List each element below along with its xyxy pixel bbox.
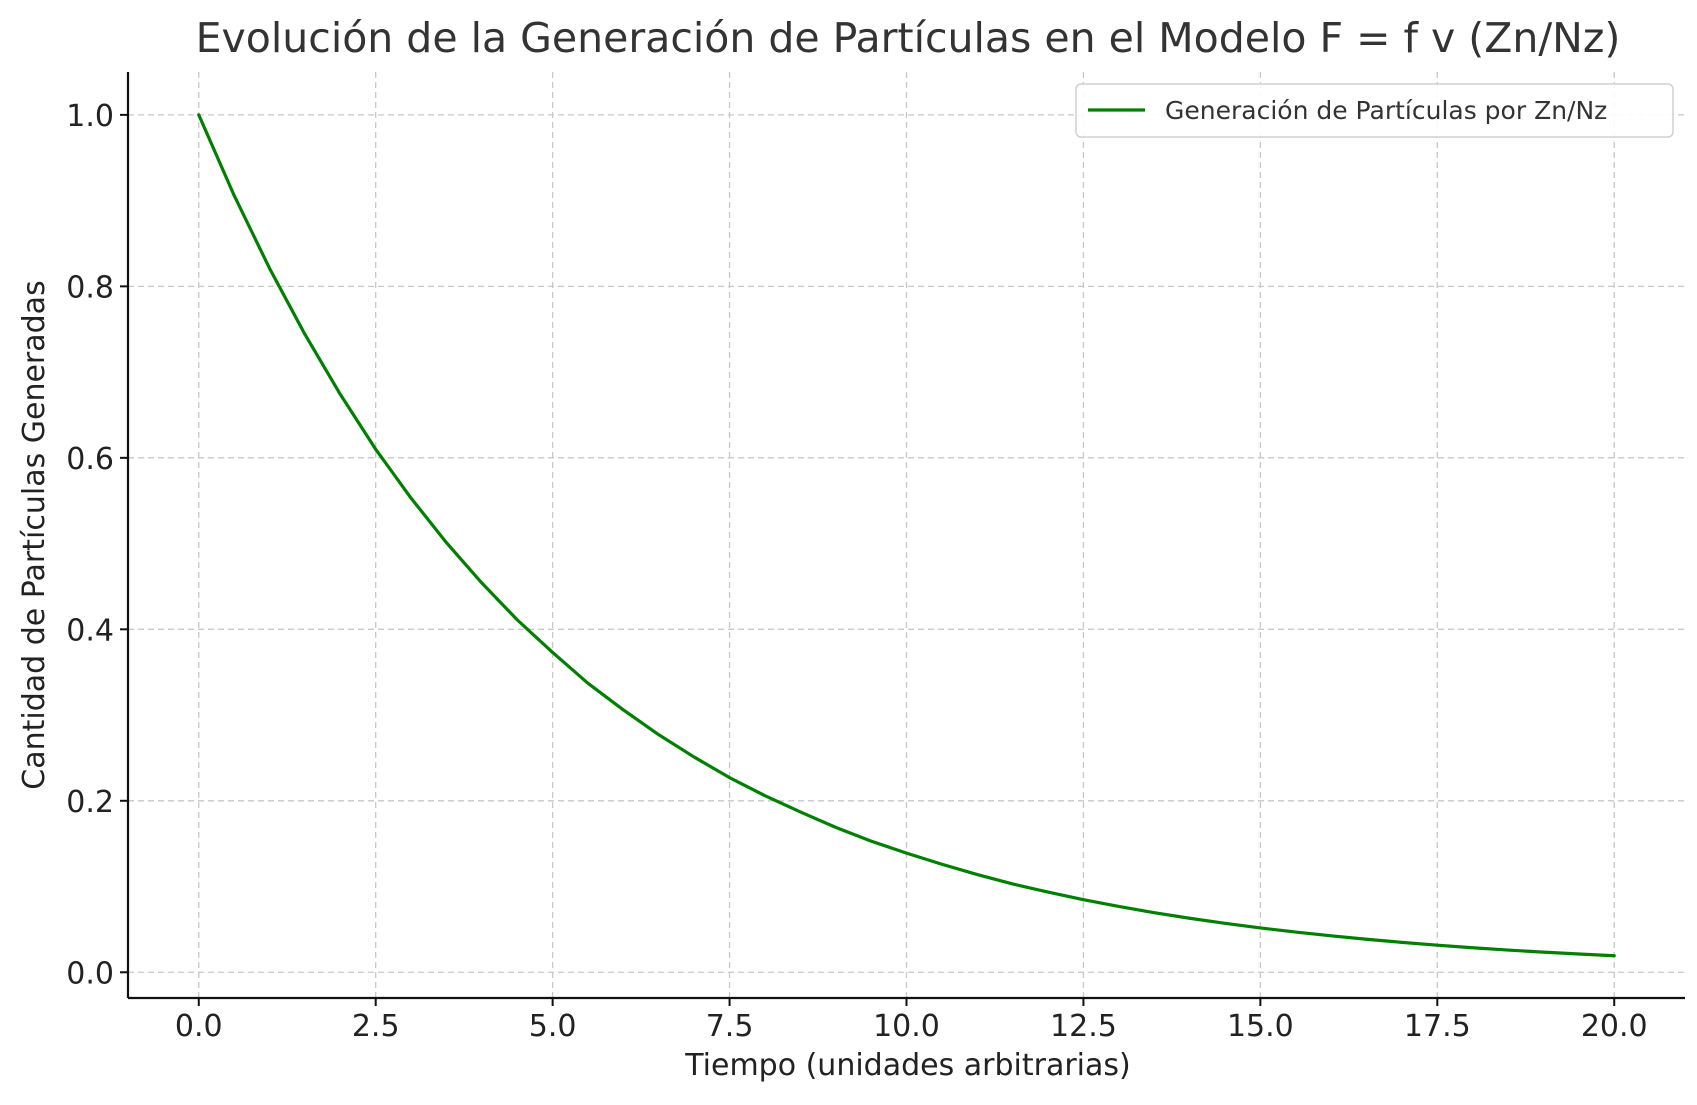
x-tick-label: 17.5 bbox=[1404, 1009, 1471, 1044]
y-tick-label: 0.8 bbox=[66, 270, 114, 305]
legend-box bbox=[1075, 83, 1674, 138]
tick-labels: 0.0 2.5 5.0 7.5 10.0 12.5 15.0 17.5 20.0 0.0 0.2 0.… bbox=[66, 99, 1647, 1044]
y-tick-label: 0.6 bbox=[66, 442, 114, 477]
y-tick-label: 0.2 bbox=[66, 785, 114, 820]
axes bbox=[120, 72, 1685, 1006]
chart-title: Evolución de la Generación de Partículas… bbox=[196, 14, 1621, 62]
x-tick-label: 20.0 bbox=[1581, 1009, 1648, 1044]
legend-label: Generación de Partículas por Zn/Nz bbox=[1165, 96, 1607, 125]
x-tick-label: 15.0 bbox=[1227, 1009, 1294, 1044]
y-tick-label: 1.0 bbox=[66, 99, 114, 134]
legend: Generación de Partículas por Zn/Nz bbox=[1075, 83, 1674, 138]
x-tick-label: 10.0 bbox=[873, 1009, 940, 1044]
grid bbox=[128, 72, 1685, 998]
series-line bbox=[197, 113, 1616, 958]
x-axis-label: Tiempo (unidades arbitrarias) bbox=[684, 1048, 1130, 1083]
x-tick-label: 7.5 bbox=[706, 1009, 754, 1044]
x-tick-label: 2.5 bbox=[352, 1009, 400, 1044]
y-tick-label: 0.4 bbox=[66, 613, 114, 648]
y-axis-label: Cantidad de Partículas Generadas bbox=[17, 280, 52, 789]
x-tick-label: 12.5 bbox=[1050, 1009, 1117, 1044]
x-tick-label: 5.0 bbox=[529, 1009, 577, 1044]
x-tick-label: 0.0 bbox=[175, 1009, 223, 1044]
series-layer bbox=[197, 113, 1616, 958]
y-tick-label: 0.0 bbox=[66, 956, 114, 991]
